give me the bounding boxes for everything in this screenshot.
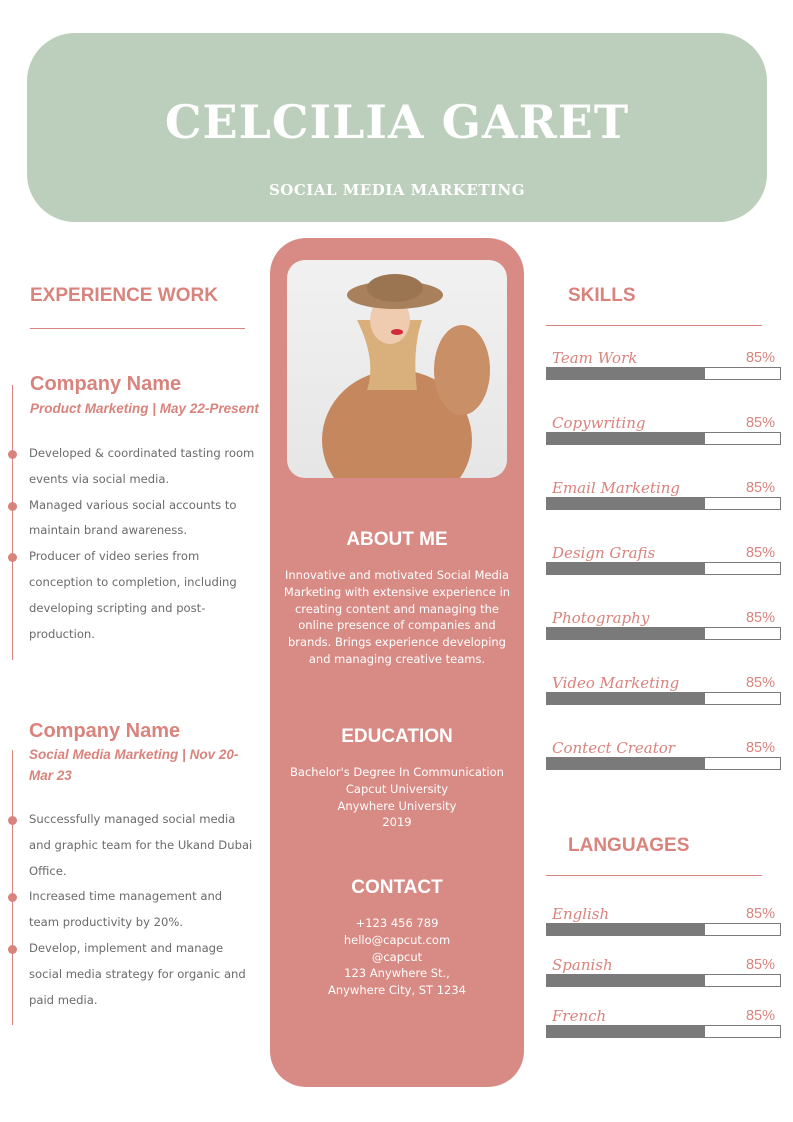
skills-progress-bar [546,497,781,510]
progress-fill [547,563,706,574]
bullet-item: Producer of video series from conception… [8,544,259,647]
phone: +123 456 789 [355,916,439,930]
skills-progress-bar [546,757,781,770]
skills-label: Email Marketing [552,479,681,497]
skills-percent: 85% [745,740,775,756]
progress-fill [547,498,706,509]
skills-percent: 85% [745,610,775,626]
school-location: Anywhere University [337,798,457,813]
job-bullets: Developed & coordinated tasting room eve… [8,441,259,647]
languages-label: French [552,1007,607,1025]
header-banner: CELCILIA GARET SOCIAL MEDIA MARKETING [27,33,767,222]
divider [30,328,245,329]
skills-label: Contect Creator [552,739,675,757]
bullet-item: Develop, implement and manage social med… [8,936,254,1013]
address-line-2: Anywhere City, ST 1234 [327,983,467,998]
progress-fill [547,758,706,769]
progress-fill [547,924,706,935]
bullet-dot [8,450,17,459]
bullet-dot [8,553,17,563]
skills-label: Team Work [552,349,638,367]
graduation-year: 2019 [382,815,412,830]
skills-title: SKILLS [568,285,636,306]
contact-details: +123 456 789 hello@capcut.com @capcut 12… [282,915,512,999]
languages-percent: 85% [745,906,775,922]
company-name: Company Name [29,720,181,742]
skills-progress-bar [546,562,781,575]
skills-percent: 85% [745,675,775,691]
bullet-item: Managed various social accounts to maint… [8,493,259,545]
skills-percent: 85% [745,545,775,561]
timeline-line [12,385,13,660]
full-name: CELCILIA GARET [164,95,630,149]
divider [546,325,762,326]
social-handle: @capcut [371,949,423,964]
bullet-dot [8,501,17,511]
progress-fill [547,693,706,704]
skills-label: Copywriting [552,414,646,432]
skills-progress-bar [546,432,781,445]
about-text: Innovative and motivated Social Media Ma… [283,568,511,666]
job-role: Product Marketing | May 22-Present [30,401,259,416]
education-details: Bachelor's Degree In Communication Capcu… [282,764,512,831]
job-title: SOCIAL MEDIA MARKETING [268,181,526,199]
progress-fill [547,628,706,639]
skills-percent: 85% [745,480,775,496]
school: Capcut University [345,781,449,796]
skills-progress-bar [546,692,781,705]
skills-percent: 85% [745,350,775,366]
languages-progress-bar [546,1025,781,1038]
bullet-item: Increased time management and team produ… [8,884,254,936]
languages-percent: 85% [745,957,775,973]
skills-label: Video Marketing [552,674,680,692]
skills-progress-bar [546,367,781,380]
company-name: Company Name [30,373,182,395]
progress-fill [547,1026,706,1037]
contact-title: CONTACT [351,877,443,898]
address-line-1: 123 Anywhere St., [344,966,450,981]
bullet-dot [8,893,17,903]
divider [546,875,762,876]
progress-fill [547,975,706,986]
email: hello@capcut.com [343,932,451,947]
languages-label: English [552,905,610,923]
bullet-item: Developed & coordinated tasting room eve… [8,441,259,493]
progress-fill [547,368,706,379]
skills-progress-bar [546,627,781,640]
about-title: ABOUT ME [346,529,448,550]
progress-fill [547,433,706,444]
bullet-dot [8,944,17,954]
bullet-dot [8,816,17,825]
skills-percent: 85% [745,415,775,431]
languages-label: Spanish [552,956,613,974]
skills-label: Design Grafis [552,544,656,562]
degree: Bachelor's Degree In Communication [290,765,504,779]
education-title: EDUCATION [341,726,453,747]
languages-progress-bar [546,923,781,936]
job-role: Social Media Marketing | Nov 20-Mar 23 [29,747,239,783]
skills-label: Photography [552,609,650,627]
languages-percent: 85% [745,1008,775,1024]
timeline-line [12,750,13,1025]
job-bullets: Successfully managed social media and gr… [8,807,254,1013]
bullet-item: Successfully managed social media and gr… [8,807,254,884]
experience-title: EXPERIENCE WORK [30,285,218,306]
languages-progress-bar [546,974,781,987]
profile-photo [287,260,507,478]
languages-title: LANGUAGES [568,835,690,856]
